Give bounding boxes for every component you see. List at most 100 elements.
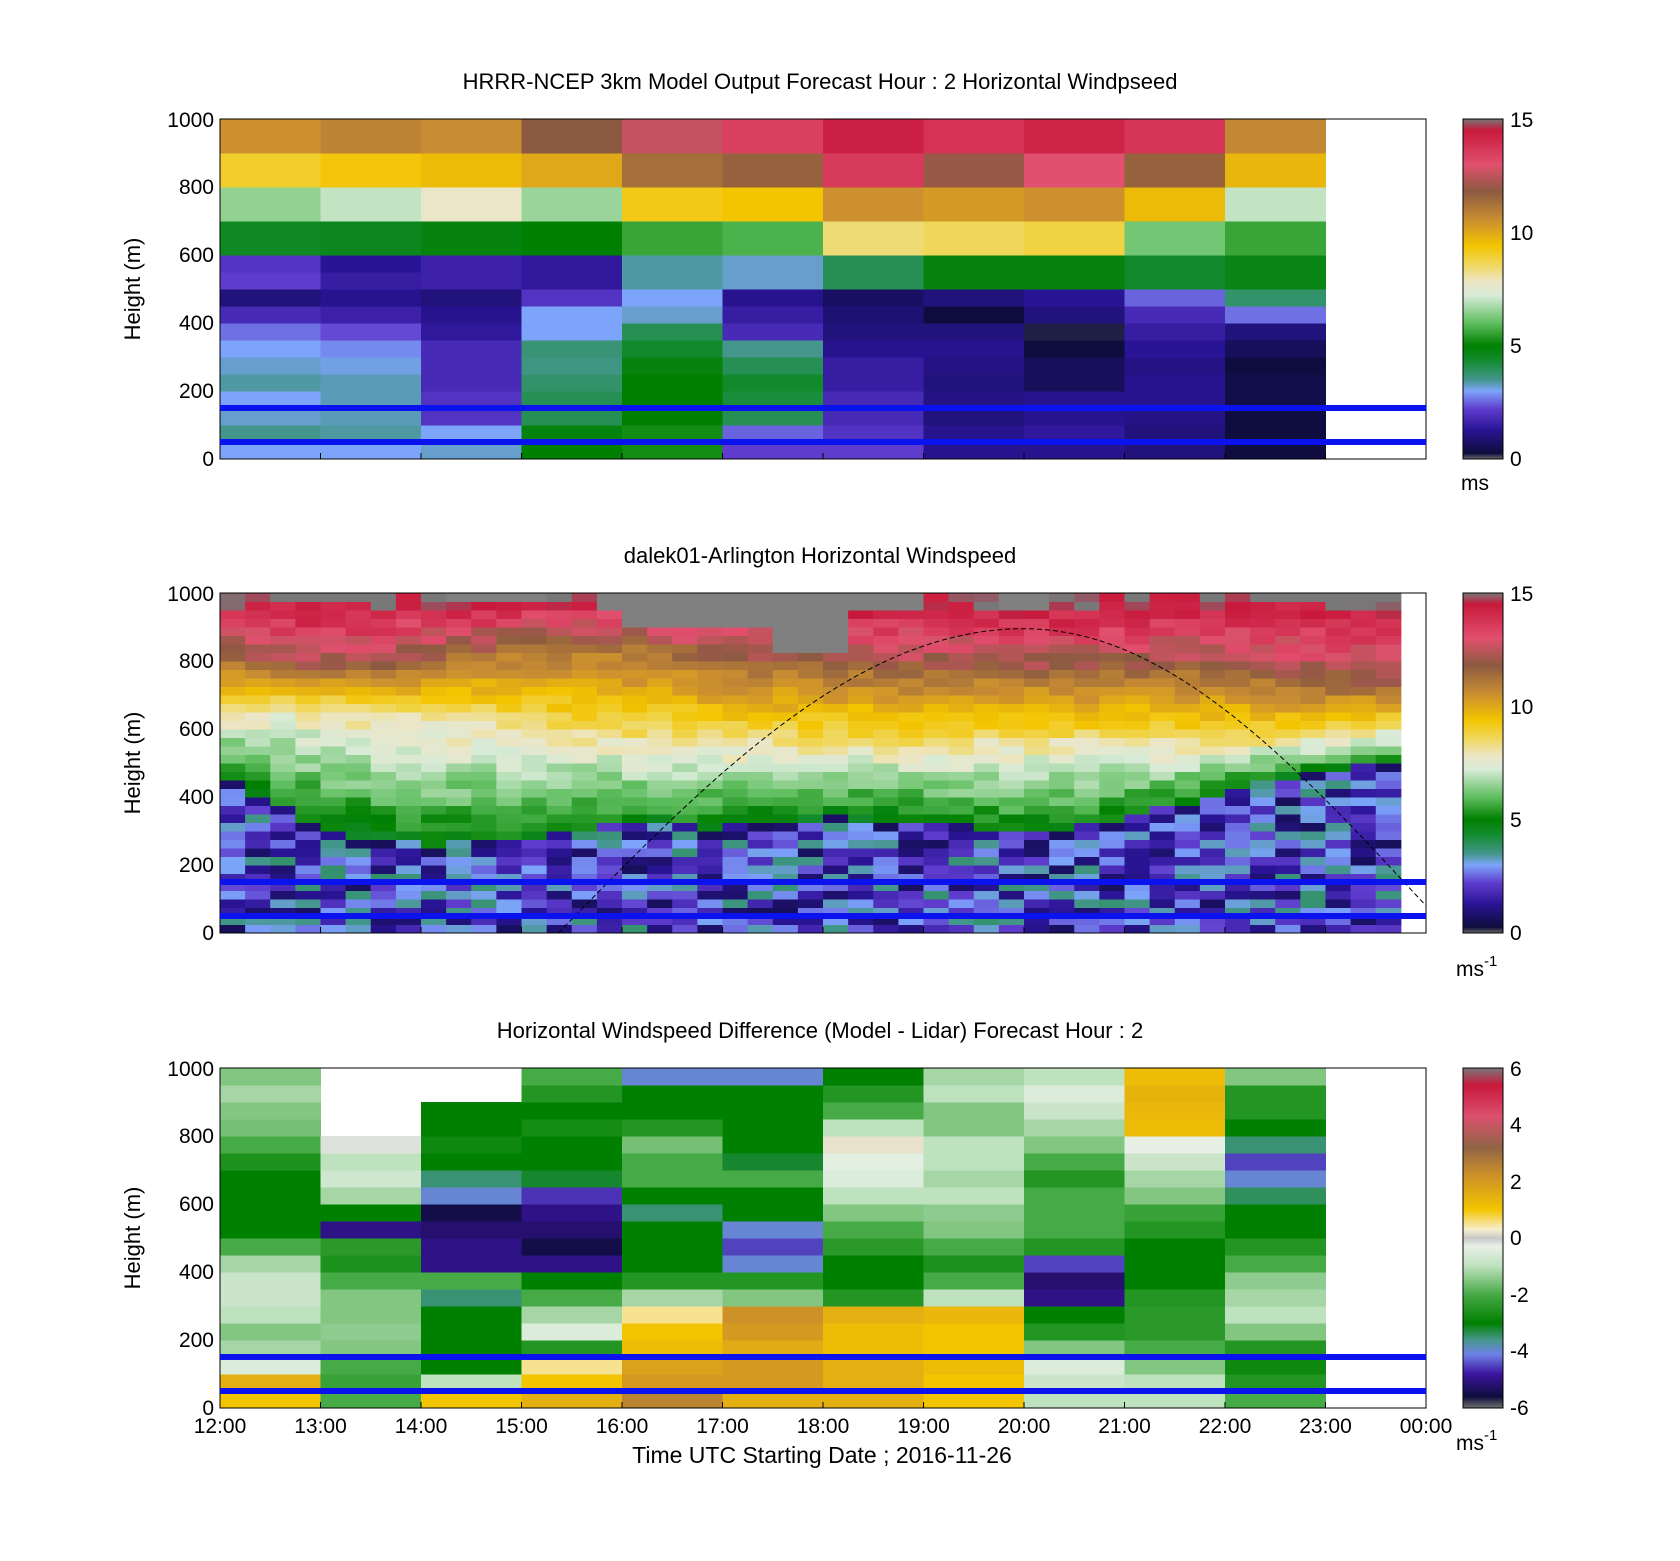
heatmap-cell <box>1350 831 1377 840</box>
heatmap-cell <box>797 831 824 840</box>
heatmap-cell <box>395 831 422 840</box>
heatmap-cell <box>923 1170 1025 1188</box>
heatmap-cell <box>647 899 673 908</box>
heatmap-cell <box>421 635 447 645</box>
heatmap-cell <box>797 771 824 781</box>
heatmap-cell <box>823 1340 924 1358</box>
heatmap-cell <box>1300 865 1327 874</box>
heatmap-cell <box>622 1102 723 1120</box>
heatmap-cell <box>1325 695 1352 704</box>
heatmap-cell <box>1074 873 1100 883</box>
heatmap-cell <box>747 644 774 653</box>
heatmap-cell <box>421 1170 522 1188</box>
heatmap-cell <box>722 601 749 611</box>
heatmap-cell <box>320 442 422 460</box>
heatmap-cell <box>747 865 774 874</box>
heatmap-cell <box>421 1357 522 1375</box>
heatmap-cell <box>973 831 1000 840</box>
panel-difference-ylabel: Height (m) <box>120 1187 145 1290</box>
heatmap-cell <box>1225 136 1326 154</box>
heatmap-cell <box>446 814 472 823</box>
heatmap-cell <box>521 644 548 653</box>
heatmap-cell <box>370 890 397 900</box>
heatmap-cell <box>1124 720 1151 730</box>
heatmap-cell <box>772 737 799 747</box>
heatmap-cell <box>823 780 849 789</box>
heatmap-cell <box>1375 720 1402 730</box>
heatmap-cell <box>1350 610 1377 619</box>
heatmap-cell <box>395 865 422 874</box>
heatmap-cell <box>1325 678 1352 687</box>
heatmap-cell <box>421 916 447 925</box>
heatmap-cell <box>722 720 749 730</box>
heatmap-cell <box>1225 323 1326 341</box>
heatmap-cell <box>1199 822 1226 832</box>
heatmap-cell <box>546 831 573 840</box>
heatmap-cell <box>220 1272 321 1290</box>
heatmap-cell <box>973 720 1000 730</box>
heatmap-cell <box>672 652 698 662</box>
heatmap-cell <box>245 822 271 832</box>
heatmap-cell <box>471 797 497 806</box>
heatmap-cell <box>1174 695 1201 704</box>
heatmap-cell <box>622 831 648 840</box>
heatmap-cell <box>1350 678 1377 687</box>
heatmap-cell <box>1074 771 1100 781</box>
heatmap-cell <box>1225 720 1251 730</box>
heatmap-cell <box>622 1204 723 1222</box>
heatmap-cell <box>1074 686 1100 696</box>
heatmap-cell <box>571 703 598 713</box>
heatmap-cell <box>1024 899 1050 908</box>
heatmap-cell <box>722 763 749 772</box>
heatmap-cell <box>622 805 648 815</box>
heatmap-cell <box>1225 442 1326 460</box>
heatmap-cell <box>1199 839 1226 849</box>
heatmap-cell <box>395 797 422 806</box>
heatmap-cell <box>370 797 397 806</box>
heatmap-cell <box>1099 703 1126 713</box>
heatmap-cell <box>1099 856 1126 866</box>
heatmap-cell <box>1300 924 1327 934</box>
heatmap-cell <box>1174 848 1201 857</box>
heatmap-cell <box>395 695 422 704</box>
heatmap-cell <box>1225 924 1251 934</box>
heatmap-cell <box>1350 848 1377 857</box>
heatmap-cell <box>948 856 975 866</box>
heatmap-cell <box>220 899 246 908</box>
colorbar-tick-label: -2 <box>1510 1284 1529 1307</box>
heatmap-cell <box>1250 695 1276 704</box>
heatmap-cell <box>521 593 548 602</box>
heatmap-cell <box>772 771 799 781</box>
heatmap-cell <box>1024 323 1125 341</box>
heatmap-cell <box>1225 1357 1326 1375</box>
heatmap-cell <box>345 754 372 764</box>
heatmap-cell <box>973 839 1000 849</box>
heatmap-cell <box>823 1153 924 1171</box>
y-tick-label: 0 <box>202 448 214 471</box>
heatmap-cell <box>421 1306 522 1324</box>
heatmap-cell <box>446 652 472 662</box>
heatmap-cell <box>772 720 799 730</box>
heatmap-cell <box>571 916 598 925</box>
heatmap-cell <box>722 1272 824 1290</box>
heatmap-cell <box>797 907 824 917</box>
heatmap-cell <box>345 839 372 849</box>
heatmap-cell <box>1199 678 1226 687</box>
heatmap-cell <box>596 873 623 883</box>
heatmap-cell <box>697 712 724 721</box>
heatmap-cell <box>973 712 1000 721</box>
heatmap-cell <box>973 873 1000 883</box>
heatmap-cell <box>546 712 573 721</box>
heatmap-cell <box>1024 374 1125 392</box>
heatmap-cell <box>395 856 422 866</box>
heatmap-cell <box>446 618 472 628</box>
heatmap-cell <box>622 797 648 806</box>
heatmap-cell <box>1124 272 1226 290</box>
heatmap-cell <box>345 873 372 883</box>
heatmap-cell <box>1099 788 1126 798</box>
heatmap-cell <box>1350 618 1377 628</box>
heatmap-cell <box>722 865 749 874</box>
heatmap-cell <box>823 907 849 917</box>
heatmap-cell <box>1149 839 1176 849</box>
heatmap-cell <box>647 865 673 874</box>
